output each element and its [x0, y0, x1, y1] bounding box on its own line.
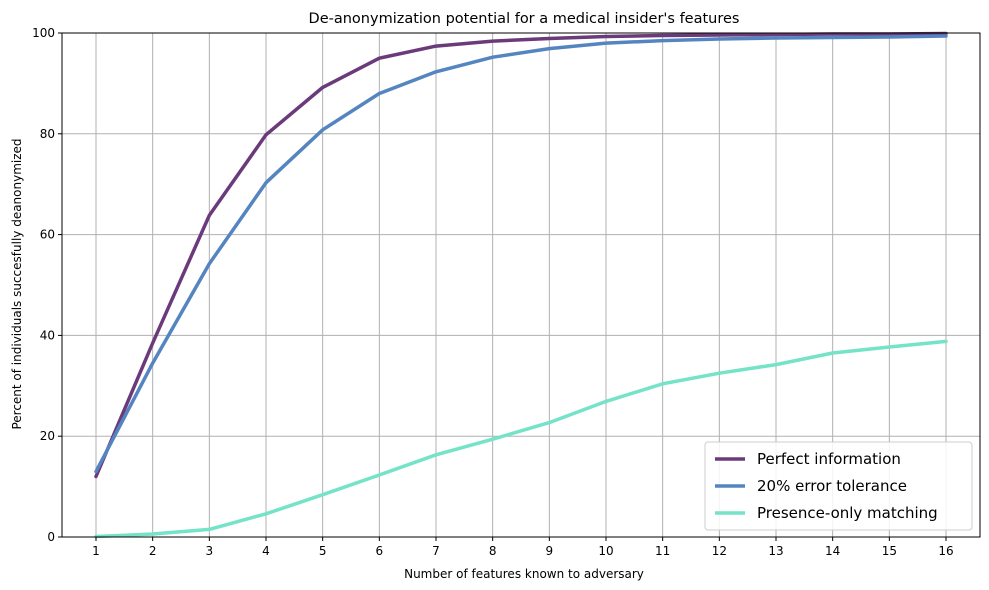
- chart-title: De-anonymization potential for a medical…: [309, 11, 740, 27]
- x-axis-ticks: 1 2 3 4 5 6 7 8 9 10 11 12 13 14 15 16: [92, 537, 954, 558]
- x-tick-label: 7: [432, 544, 440, 558]
- y-tick-label: 60: [40, 228, 55, 242]
- y-tick-label: 0: [47, 530, 55, 544]
- x-tick-label: 3: [206, 544, 214, 558]
- x-tick-label: 5: [319, 544, 327, 558]
- x-tick-label: 9: [546, 544, 554, 558]
- x-tick-label: 11: [655, 544, 670, 558]
- y-tick-label: 40: [40, 328, 55, 342]
- series-lines: [94, 31, 948, 539]
- x-tick-label: 15: [882, 544, 897, 558]
- x-tick-label: 10: [598, 544, 613, 558]
- legend: Perfect information 20% error tolerance Pr…: [704, 441, 973, 531]
- y-tick-label: 20: [40, 429, 55, 443]
- x-axis-label: Number of features known to adversary: [404, 567, 644, 581]
- x-tick-label: 13: [768, 544, 783, 558]
- y-tick-label: 80: [40, 127, 55, 141]
- x-tick-label: 8: [489, 544, 497, 558]
- x-tick-label: 2: [149, 544, 157, 558]
- x-tick-label: 4: [262, 544, 270, 558]
- series-line-2: [94, 34, 948, 474]
- legend-label: 20% error tolerance: [757, 477, 907, 495]
- x-tick-label: 12: [712, 544, 727, 558]
- x-tick-label: 6: [376, 544, 384, 558]
- x-tick-label: 1: [92, 544, 100, 558]
- x-tick-label: 16: [938, 544, 953, 558]
- legend-label: Perfect information: [757, 450, 901, 468]
- x-tick-label: 14: [825, 544, 840, 558]
- y-tick-label: 100: [32, 26, 55, 40]
- plot-frame: [61, 32, 981, 538]
- legend-label: Presence-only matching: [757, 504, 938, 522]
- y-axis-ticks: 0 20 40 60 80 100: [32, 26, 62, 544]
- y-axis-label: Percent of individuals succesfully deano…: [10, 138, 24, 429]
- series-line-1: [94, 31, 948, 479]
- series-line-3: [94, 339, 948, 539]
- legend-box: [704, 441, 973, 531]
